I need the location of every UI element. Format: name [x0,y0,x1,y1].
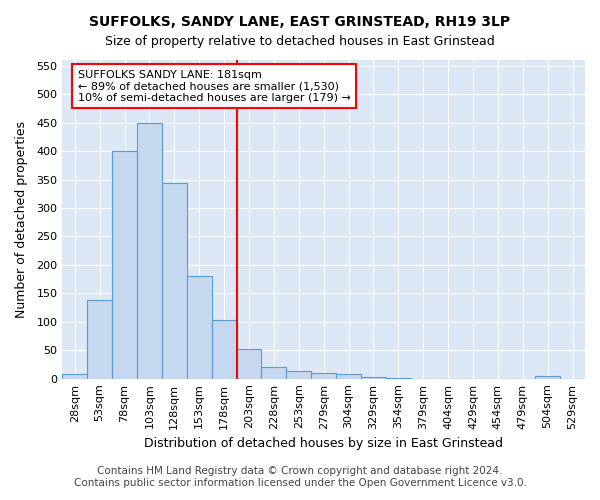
Bar [87,300,112,378]
Bar [137,122,162,378]
Bar [311,373,336,378]
Bar [212,320,236,378]
Bar [262,368,286,378]
Bar [336,374,361,378]
Text: Size of property relative to detached houses in East Grinstead: Size of property relative to detached ho… [105,35,495,48]
Text: Contains HM Land Registry data © Crown copyright and database right 2024.
Contai: Contains HM Land Registry data © Crown c… [74,466,526,487]
Y-axis label: Number of detached properties: Number of detached properties [15,121,28,318]
Bar [112,151,137,378]
Bar [162,184,187,378]
Bar [286,372,311,378]
Text: SUFFOLKS, SANDY LANE, EAST GRINSTEAD, RH19 3LP: SUFFOLKS, SANDY LANE, EAST GRINSTEAD, RH… [89,15,511,29]
Text: SUFFOLKS SANDY LANE: 181sqm
← 89% of detached houses are smaller (1,530)
10% of : SUFFOLKS SANDY LANE: 181sqm ← 89% of det… [78,70,351,103]
Bar [236,349,262,378]
X-axis label: Distribution of detached houses by size in East Grinstead: Distribution of detached houses by size … [144,437,503,450]
Bar [187,276,212,378]
Bar [361,377,386,378]
Bar [62,374,87,378]
Bar [535,376,560,378]
